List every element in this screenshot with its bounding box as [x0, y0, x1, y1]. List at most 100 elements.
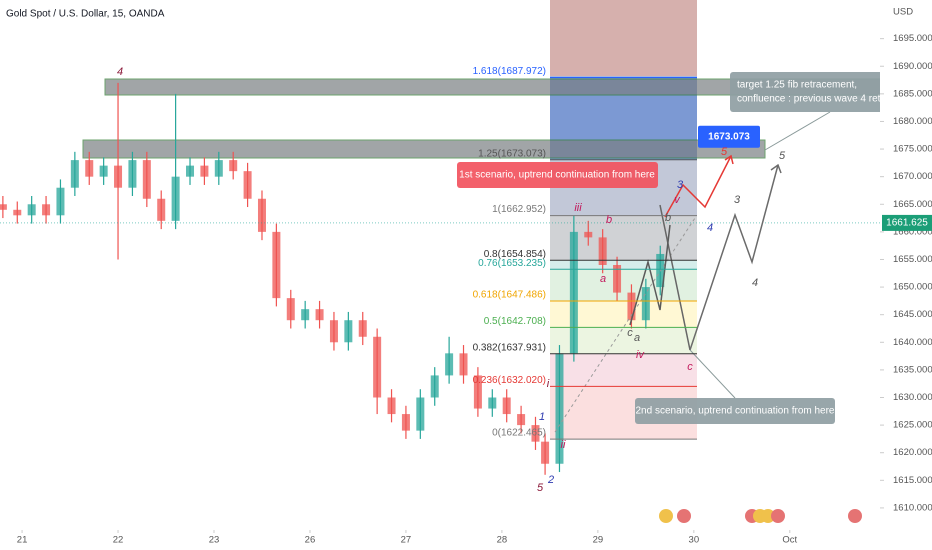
wave-label: a [600, 273, 606, 285]
wave-label: 3 [677, 179, 684, 191]
y-tick-label: 1650.000 [893, 282, 932, 293]
candle-body [99, 165, 108, 177]
candle-body [613, 265, 622, 293]
candle-body [70, 160, 79, 188]
candle-body [257, 198, 266, 232]
fib-label: 1.25(1673.073) [478, 148, 546, 159]
x-tick-label: 28 [497, 535, 508, 546]
candle-body [627, 292, 636, 321]
candle-body [445, 353, 454, 376]
y-tick-label: 1620.000 [893, 447, 932, 458]
candle-body [85, 160, 94, 177]
x-tick-label: 30 [689, 535, 700, 546]
candle-body [114, 165, 123, 188]
candle-body [329, 320, 338, 343]
candle-body [569, 231, 578, 354]
fib-label: 1.618(1687.972) [473, 66, 546, 77]
candle-body [401, 414, 410, 431]
annotation: target 1.25 fib retracement, [737, 80, 857, 91]
candle-body [243, 171, 252, 199]
wave-label: ii [561, 439, 566, 451]
candle-body [430, 375, 439, 398]
wave-label: 1 [539, 411, 545, 423]
candle-body [416, 397, 425, 431]
fib-label: 1(1662.952) [492, 204, 546, 215]
wave-label: i [547, 378, 550, 390]
wave-label: 5 [779, 150, 786, 162]
wave-label: 4 [117, 66, 123, 78]
wave-label: 2 [547, 474, 554, 486]
wave-label: 4 [752, 277, 758, 289]
wave-label: b [606, 214, 612, 226]
fib-label: 0.76(1653.235) [478, 258, 546, 269]
y-tick-label: 1690.000 [893, 61, 932, 72]
y-tick-label: 1645.000 [893, 309, 932, 320]
wave-label: v [674, 194, 681, 206]
wave-label: 5 [537, 482, 544, 494]
candle-body [598, 237, 607, 265]
fib-band [550, 353, 697, 387]
annotation-box [730, 72, 886, 112]
y-tick-label: 1625.000 [893, 420, 932, 431]
current-price-tag [882, 214, 932, 231]
candle-body [387, 397, 396, 415]
price-axis [880, 0, 932, 550]
candle-body [128, 160, 137, 188]
x-tick-label: 27 [401, 535, 412, 546]
fib-band [550, 260, 697, 270]
annotation-box [457, 162, 658, 188]
annotation: 1st scenario, uptrend continuation from … [459, 170, 655, 181]
candle-body [473, 375, 482, 409]
projection [659, 204, 691, 351]
x-tick-label: 29 [593, 535, 604, 546]
candle-body [358, 320, 367, 337]
candle-body [42, 204, 51, 216]
annotation: 2nd scenario, uptrend continuation from … [635, 406, 834, 417]
wave-label: 3 [734, 194, 741, 206]
candle-body [186, 165, 195, 177]
y-tick-label: 1695.000 [893, 33, 932, 44]
candle-body [229, 160, 238, 172]
callout-line [689, 349, 736, 399]
candle-body [171, 176, 180, 221]
fib-label: 0.382(1637.931) [473, 342, 546, 353]
chart-title: Gold Spot / U.S. Dollar, 15, OANDA [6, 9, 165, 20]
projection-gray [689, 164, 779, 351]
annotation: confluence : previous wave 4 retest [737, 94, 894, 105]
y-tick-label: 1670.000 [893, 171, 932, 182]
wave-label: 5 [721, 146, 728, 158]
wave-label: b [665, 212, 671, 224]
y-tick-label: 1635.000 [893, 364, 932, 375]
candle-body [13, 209, 22, 216]
wave-label: iii [574, 202, 582, 214]
fib-label: 0.5(1642.708) [484, 316, 546, 327]
candle-body [641, 287, 650, 321]
y-tick-label: 1685.000 [893, 88, 932, 99]
candle-body [0, 204, 7, 210]
currency: USD [893, 7, 913, 18]
target-price-tag [698, 125, 760, 148]
candle-body [301, 309, 310, 321]
y-tick-label: 1660.000 [893, 226, 932, 237]
y-tick-label: 1640.000 [893, 337, 932, 348]
y-tick-label: 1675.000 [893, 144, 932, 155]
candle-body [157, 198, 166, 221]
x-tick-label: 26 [305, 535, 316, 546]
annotation-box [635, 398, 835, 424]
fib-label: 0.236(1632.020) [473, 375, 546, 386]
x-tick-label: 21 [17, 535, 28, 546]
candle-body [517, 414, 526, 426]
projection [629, 224, 671, 326]
candle-body [555, 353, 564, 464]
y-tick-label: 1665.000 [893, 199, 932, 210]
arrowhead [724, 154, 734, 165]
candle-body [142, 160, 151, 199]
y-tick-label: 1630.000 [893, 392, 932, 403]
trendline [554, 217, 696, 433]
candle-body [344, 320, 353, 343]
event-flags [659, 509, 862, 523]
candle-body [502, 397, 511, 415]
x-tick-label: 22 [113, 535, 124, 546]
fib-label: 0(1622.465) [492, 428, 546, 439]
